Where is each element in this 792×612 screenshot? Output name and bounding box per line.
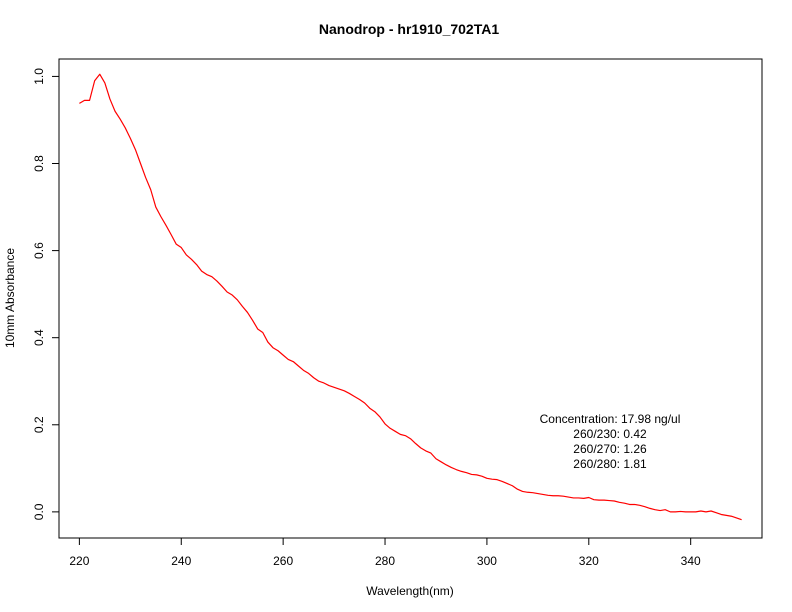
y-tick-label: 0.6 <box>32 242 46 259</box>
annotation-ratio-260-280: 260/280: 1.81 <box>573 457 647 471</box>
x-tick-label: 340 <box>681 554 701 568</box>
x-tick-label: 300 <box>477 554 497 568</box>
annotation-block: Concentration: 17.98 ng/ul 260/230: 0.42… <box>540 412 681 471</box>
y-tick-label: 0.4 <box>32 329 46 346</box>
series-layer <box>79 73 742 521</box>
plot-frame <box>58 58 763 539</box>
series-line-0 <box>79 73 742 521</box>
y-tick-label: 0.2 <box>32 416 46 433</box>
x-axis: 220 240 260 280 300 320 340 <box>69 537 701 568</box>
annotation-concentration: Concentration: 17.98 ng/ul <box>540 412 681 426</box>
y-axis: 0.0 0.2 0.4 0.6 0.8 1.0 <box>32 68 60 520</box>
chart-title: Nanodrop - hr1910_702TA1 <box>319 21 499 37</box>
annotation-ratio-260-270: 260/270: 1.26 <box>573 442 647 456</box>
x-tick-label: 220 <box>69 554 89 568</box>
y-tick-label: 1.0 <box>32 68 46 85</box>
x-tick-label: 260 <box>273 554 293 568</box>
y-tick-label: 0.0 <box>32 503 46 520</box>
y-axis-label: 10mm Absorbance <box>3 248 17 348</box>
annotation-ratio-260-230: 260/230: 0.42 <box>573 427 647 441</box>
x-tick-label: 240 <box>171 554 191 568</box>
x-axis-label: Wavelength(nm) <box>366 584 454 598</box>
x-tick-label: 280 <box>375 554 395 568</box>
x-tick-label: 320 <box>579 554 599 568</box>
y-tick-label: 0.8 <box>32 155 46 172</box>
